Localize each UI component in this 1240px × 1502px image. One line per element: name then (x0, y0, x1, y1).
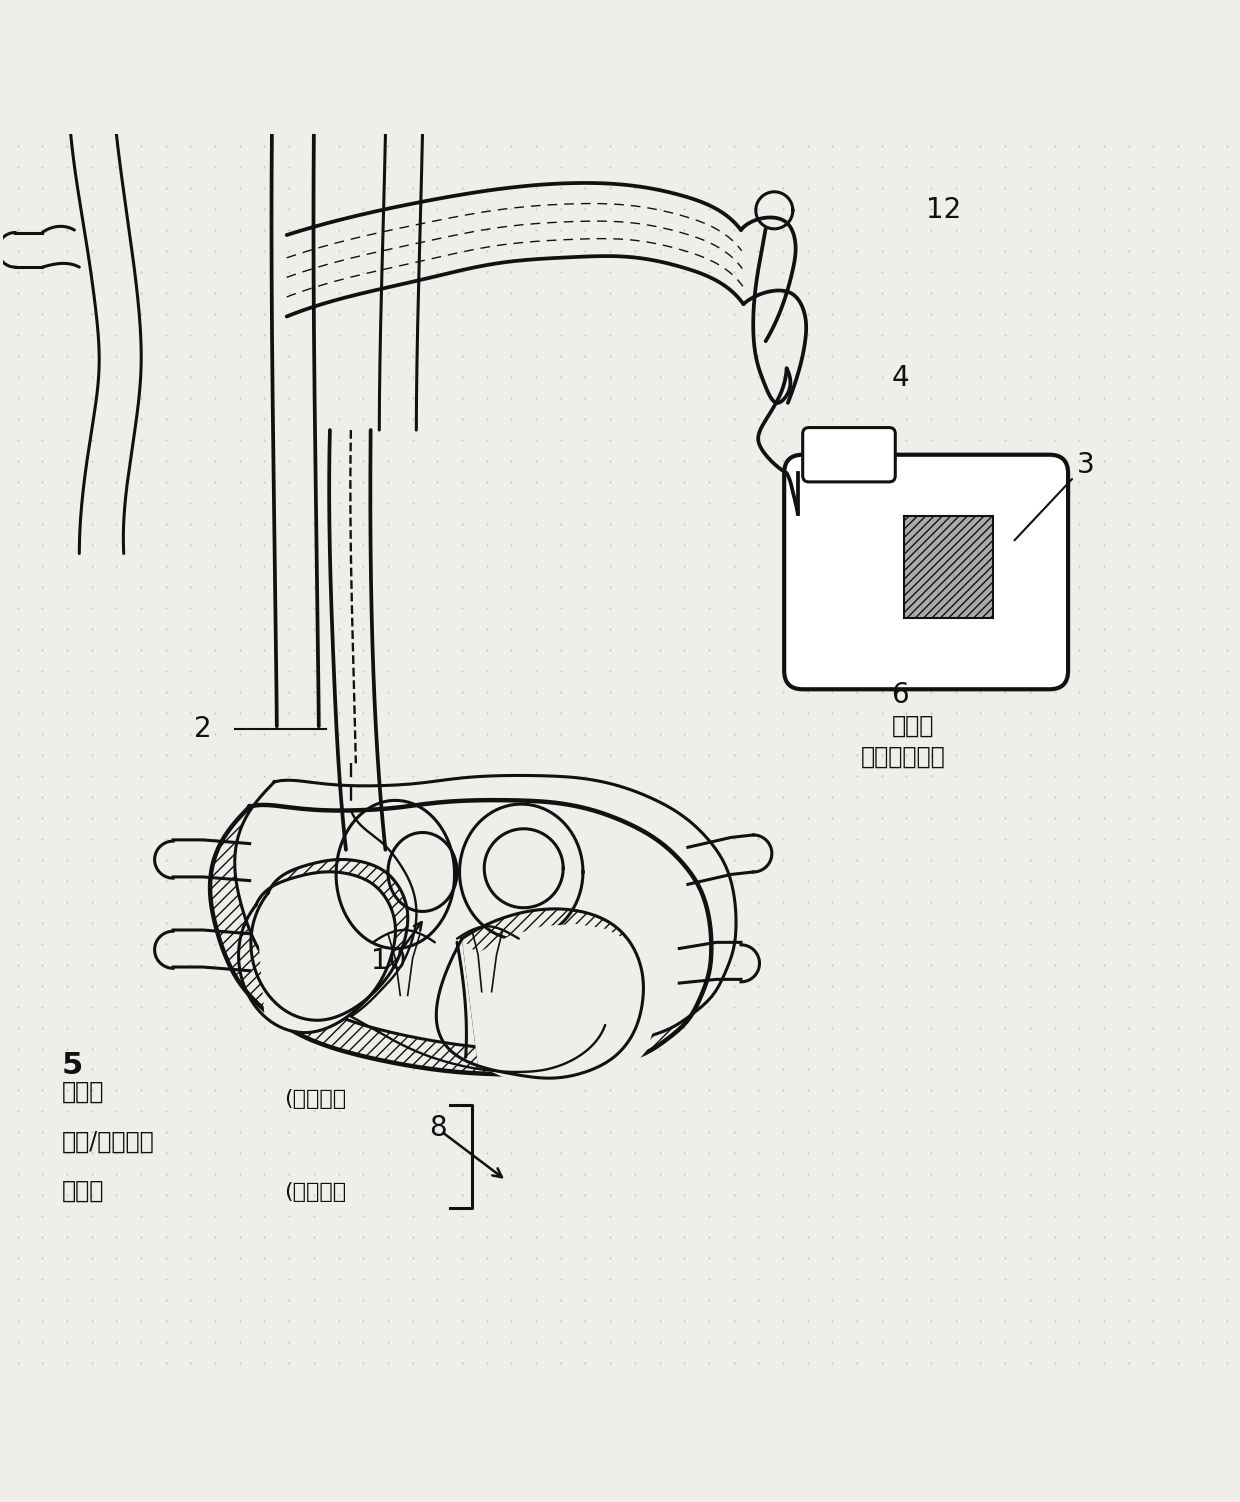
Text: 2: 2 (195, 715, 212, 743)
Text: 3: 3 (1014, 451, 1095, 541)
Polygon shape (234, 775, 737, 1050)
Text: 运动/身体活动: 运动/身体活动 (62, 1130, 155, 1154)
Text: 12: 12 (926, 197, 961, 224)
FancyBboxPatch shape (802, 428, 895, 482)
Text: 8: 8 (429, 1113, 446, 1142)
Text: 4: 4 (892, 363, 909, 392)
Polygon shape (463, 924, 657, 1093)
FancyBboxPatch shape (784, 455, 1068, 689)
Text: (可选的）: (可选的） (284, 1182, 346, 1202)
Text: (可选的）: (可选的） (284, 1089, 346, 1110)
Text: 5: 5 (62, 1051, 83, 1080)
Text: 远程监测装置: 远程监测装置 (861, 745, 945, 769)
Text: 检测器: 检测器 (62, 1179, 104, 1203)
Bar (904, 517, 993, 617)
Text: 6: 6 (892, 682, 909, 709)
Polygon shape (268, 859, 408, 1020)
Text: 10: 10 (371, 946, 405, 975)
Text: 传感器: 传感器 (62, 1080, 104, 1104)
Polygon shape (255, 873, 396, 1032)
Polygon shape (463, 909, 642, 1078)
Text: 处理器: 处理器 (892, 713, 934, 737)
